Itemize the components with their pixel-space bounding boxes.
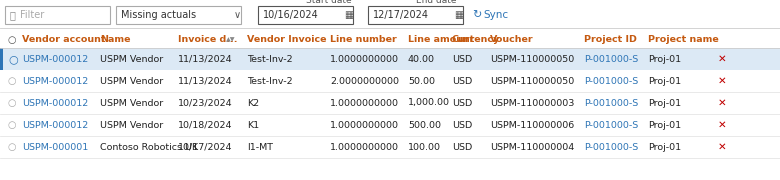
Text: Line number: Line number <box>330 35 397 44</box>
Text: 11/13/2024: 11/13/2024 <box>178 55 232 64</box>
Text: Project ID: Project ID <box>584 35 637 44</box>
Text: Vendor Invoice: Vendor Invoice <box>247 35 327 44</box>
Text: P-001000-S: P-001000-S <box>584 55 638 64</box>
Text: Line amount: Line amount <box>408 35 474 44</box>
Text: Currency: Currency <box>452 35 500 44</box>
Text: USPM-000001: USPM-000001 <box>22 143 88 152</box>
Text: Test-Inv-2: Test-Inv-2 <box>247 76 292 86</box>
Text: ○: ○ <box>8 120 16 130</box>
Bar <box>0 48 780 70</box>
Text: 50.00: 50.00 <box>408 76 435 86</box>
Text: USD: USD <box>452 120 472 129</box>
Text: 10/16/2024: 10/16/2024 <box>263 10 319 20</box>
Text: ○: ○ <box>8 98 16 108</box>
Bar <box>116 6 241 24</box>
Text: Vendor account: Vendor account <box>22 35 105 44</box>
Text: ✕: ✕ <box>718 54 727 64</box>
Text: USPM-000012: USPM-000012 <box>22 55 88 64</box>
Text: 500.00: 500.00 <box>408 120 441 129</box>
Text: 40.00: 40.00 <box>408 55 435 64</box>
Text: USPM-110000050: USPM-110000050 <box>490 55 574 64</box>
Text: USPM Vendor: USPM Vendor <box>100 98 163 107</box>
Text: P-001000-S: P-001000-S <box>584 143 638 152</box>
Text: ✕: ✕ <box>718 120 727 130</box>
Text: ▲▼: ▲▼ <box>226 37 236 42</box>
Text: Proj-01: Proj-01 <box>648 143 681 152</box>
Text: 1.0000000000: 1.0000000000 <box>330 98 399 107</box>
Text: USPM Vendor: USPM Vendor <box>100 76 163 86</box>
Text: 10/23/2024: 10/23/2024 <box>178 98 232 107</box>
Bar <box>5 6 110 24</box>
Text: Test-Inv-2: Test-Inv-2 <box>247 55 292 64</box>
Text: 1.0000000000: 1.0000000000 <box>330 120 399 129</box>
Text: Proj-01: Proj-01 <box>648 98 681 107</box>
Text: Filter: Filter <box>20 10 44 20</box>
Text: Missing actuals: Missing actuals <box>121 10 196 20</box>
Text: Name: Name <box>100 35 130 44</box>
Text: 1.0000000000: 1.0000000000 <box>330 55 399 64</box>
Bar <box>0 48 3 70</box>
Text: USPM Vendor: USPM Vendor <box>100 120 163 129</box>
Text: P-001000-S: P-001000-S <box>584 76 638 86</box>
Text: USPM Vendor: USPM Vendor <box>100 55 163 64</box>
Text: USD: USD <box>452 143 472 152</box>
Text: 11/13/2024: 11/13/2024 <box>178 76 232 86</box>
Text: ○: ○ <box>8 76 16 86</box>
Text: USPM-110000050: USPM-110000050 <box>490 76 574 86</box>
Text: K2: K2 <box>247 98 259 107</box>
Text: K1: K1 <box>247 120 259 129</box>
Text: 12/17/2024: 12/17/2024 <box>373 10 429 20</box>
Text: Project name: Project name <box>648 35 718 44</box>
Text: 10/18/2024: 10/18/2024 <box>178 120 232 129</box>
Bar <box>368 6 463 24</box>
Bar <box>258 6 353 24</box>
Text: 2.0000000000: 2.0000000000 <box>330 76 399 86</box>
Text: Proj-01: Proj-01 <box>648 120 681 129</box>
Text: I1-MT: I1-MT <box>247 143 273 152</box>
Text: 1.0000000000: 1.0000000000 <box>330 143 399 152</box>
Text: Start date: Start date <box>306 0 352 5</box>
Text: USPM-110000003: USPM-110000003 <box>490 98 574 107</box>
Text: ↻: ↻ <box>472 10 481 20</box>
Text: ▦: ▦ <box>455 10 463 20</box>
Text: ✕: ✕ <box>718 98 727 108</box>
Text: 1,000.00: 1,000.00 <box>408 98 450 107</box>
Text: USD: USD <box>452 98 472 107</box>
Text: Voucher: Voucher <box>490 35 534 44</box>
Text: USD: USD <box>452 76 472 86</box>
Text: USPM-000012: USPM-000012 <box>22 76 88 86</box>
Text: ⌕: ⌕ <box>10 10 16 20</box>
Text: USPM-000012: USPM-000012 <box>22 98 88 107</box>
Text: USPM-000012: USPM-000012 <box>22 120 88 129</box>
Text: ✕: ✕ <box>718 142 727 152</box>
Text: ○: ○ <box>8 142 16 152</box>
Text: 10/17/2024: 10/17/2024 <box>178 143 232 152</box>
Text: End date: End date <box>416 0 456 5</box>
Text: USPM-110000006: USPM-110000006 <box>490 120 574 129</box>
Text: USD: USD <box>452 55 472 64</box>
Text: Contoso Robotics UK: Contoso Robotics UK <box>100 143 198 152</box>
Text: Proj-01: Proj-01 <box>648 76 681 86</box>
Text: P-001000-S: P-001000-S <box>584 98 638 107</box>
Text: ○: ○ <box>8 54 18 64</box>
Text: ▦: ▦ <box>345 10 353 20</box>
Text: ∨: ∨ <box>233 10 240 20</box>
Text: Sync: Sync <box>483 10 508 20</box>
Text: ✕: ✕ <box>718 76 727 86</box>
Text: 100.00: 100.00 <box>408 143 441 152</box>
Text: Proj-01: Proj-01 <box>648 55 681 64</box>
Text: USPM-110000004: USPM-110000004 <box>490 143 574 152</box>
Text: ○: ○ <box>8 35 16 45</box>
Text: P-001000-S: P-001000-S <box>584 120 638 129</box>
Text: Invoice d...: Invoice d... <box>178 35 237 44</box>
